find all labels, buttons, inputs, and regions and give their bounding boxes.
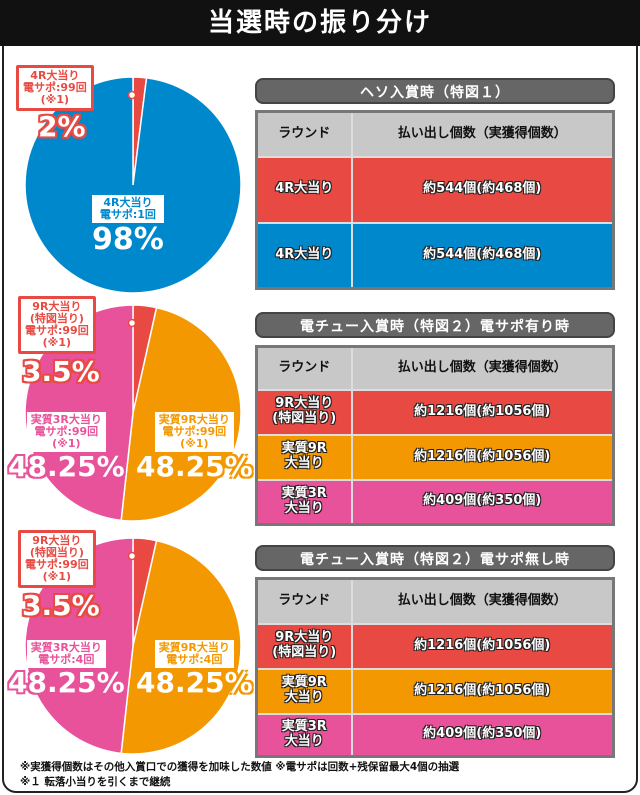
label-line: (※1) bbox=[42, 336, 72, 350]
table-heso: ラウンド 払い出し個数（実獲得個数） 4R大当り 約544個(約468個) 4R大当… bbox=[255, 110, 615, 290]
cell-payout: 約1216個(約1056個) bbox=[350, 622, 615, 670]
leader-dot bbox=[127, 90, 137, 100]
label-line: 電サポ:4回 bbox=[38, 653, 95, 667]
label-line: 電サポ:99回 bbox=[23, 81, 87, 95]
pie3-pink-label: 実質3R大当り 電サポ:4回 48.25% bbox=[8, 640, 125, 699]
label-line: (特図当り) bbox=[29, 546, 84, 560]
col-payout: 払い出し個数（実獲得個数） bbox=[350, 345, 615, 391]
label-line: 9R大当り bbox=[32, 534, 82, 547]
section-heading-heso: ヘソ入賞時（特図１） bbox=[255, 78, 615, 104]
table-row: 4R大当り 約544個(約468個) bbox=[255, 155, 615, 224]
leader-dot bbox=[127, 318, 137, 328]
label-line: 電サポ:99回 bbox=[34, 425, 99, 439]
table-row: 9R大当り (特図当り) 約1216個(約1056個) bbox=[255, 388, 615, 436]
col-payout: 払い出し個数（実獲得個数） bbox=[350, 110, 615, 158]
col-round: ラウンド bbox=[255, 345, 353, 391]
label-line: 電サポ:99回 bbox=[25, 558, 89, 572]
cell-round: 4R大当り bbox=[255, 155, 353, 224]
footnotes: ※実獲得個数はその他入賞口での獲得を加味した数値 ※電サポは回数+残保留最大4個… bbox=[20, 760, 459, 790]
pie3-pink-pct: 48.25% bbox=[8, 666, 125, 700]
cell-payout: 約409個(約350個) bbox=[350, 712, 615, 758]
label-line: 4R大当り bbox=[103, 196, 153, 209]
pie2-pink-pct: 48.25% bbox=[8, 450, 125, 484]
pie3-red-pct: 3.5% bbox=[22, 589, 100, 622]
pie3-orange-label: 実質9R大当り 電サポ:4回 48.25% bbox=[136, 640, 253, 699]
label-line: 電サポ:99回 bbox=[25, 324, 89, 338]
cell-payout: 約544個(約468個) bbox=[350, 221, 615, 290]
col-round: ラウンド bbox=[255, 577, 353, 625]
pie3-orange-pct: 48.25% bbox=[136, 666, 253, 700]
label-line: (※1) bbox=[40, 93, 70, 107]
cell-round: 実質9R 大当り bbox=[255, 433, 353, 481]
col-payout: 払い出し個数（実獲得個数） bbox=[350, 577, 615, 625]
table-row: 実質9R 大当り 約1216個(約1056個) bbox=[255, 433, 615, 481]
cell-payout: 約544個(約468個) bbox=[350, 155, 615, 224]
table-row: 実質9R 大当り 約1216個(約1056個) bbox=[255, 667, 615, 715]
cell-round: 4R大当り bbox=[255, 221, 353, 290]
label-line: 電サポ:99回 bbox=[162, 425, 227, 439]
pie-chart-heso bbox=[24, 76, 242, 294]
pie2-orange-label: 実質9R大当り 電サポ:99回 (※1) 48.25% bbox=[136, 412, 253, 483]
col-round: ラウンド bbox=[255, 110, 353, 158]
pie2-red-label: 9R大当り (特図当り) 電サポ:99回 (※1) bbox=[18, 296, 96, 355]
cell-payout: 約1216個(約1056個) bbox=[350, 667, 615, 715]
pie1-red-pct: 2% bbox=[38, 110, 86, 143]
label-line: (特図当り) bbox=[29, 312, 84, 326]
label-line: 電サポ:1回 bbox=[99, 208, 156, 222]
table-row: 実質3R 大当り 約409個(約350個) bbox=[255, 712, 615, 758]
footnote: ※１ 転落小当りを引くまで継続 bbox=[20, 776, 171, 788]
pie2-orange-pct: 48.25% bbox=[136, 450, 253, 484]
table-row: 4R大当り 約544個(約468個) bbox=[255, 221, 615, 290]
table-row: 9R大当り (特図当り) 約1216個(約1056個) bbox=[255, 622, 615, 670]
pie1-blue-pct: 98% bbox=[92, 222, 164, 258]
leader-dot bbox=[127, 551, 137, 561]
pie3-red-label: 9R大当り (特図当り) 電サポ:99回 (※1) bbox=[18, 530, 96, 589]
table-row: 実質3R 大当り 約409個(約350個) bbox=[255, 478, 615, 526]
cell-payout: 約409個(約350個) bbox=[350, 478, 615, 526]
page-title: 当選時の振り分け bbox=[0, 0, 640, 46]
pie-slice bbox=[24, 76, 242, 294]
section-heading-denchu-without: 電チュー入賞時（特図２）電サポ無し時 bbox=[255, 545, 615, 571]
table-denchu-without: ラウンド 払い出し個数（実獲得個数） 9R大当り (特図当り) 約1216個(約10… bbox=[255, 577, 615, 758]
label-line: (※1) bbox=[180, 437, 209, 451]
label-line: (※1) bbox=[42, 570, 72, 584]
section-heading-denchu-with: 電チュー入賞時（特図２）電サポ有り時 bbox=[255, 312, 615, 338]
label-line: (※1) bbox=[52, 437, 81, 451]
cell-round: 実質3R 大当り bbox=[255, 712, 353, 758]
footnote: ※実獲得個数はその他入賞口での獲得を加味した数値 ※電サポは回数+残保留最大4個… bbox=[20, 761, 460, 773]
cell-payout: 約1216個(約1056個) bbox=[350, 433, 615, 481]
pie2-red-pct: 3.5% bbox=[22, 355, 100, 388]
label-line: 実質3R大当り bbox=[30, 413, 102, 426]
cell-payout: 約1216個(約1056個) bbox=[350, 388, 615, 436]
cell-round: 9R大当り (特図当り) bbox=[255, 622, 353, 670]
label-line: 実質9R大当り bbox=[158, 413, 230, 426]
cell-round: 9R大当り (特図当り) bbox=[255, 388, 353, 436]
cell-round: 実質3R 大当り bbox=[255, 478, 353, 526]
label-line: 電サポ:4回 bbox=[166, 653, 223, 667]
label-line: 実質9R大当り bbox=[158, 641, 230, 654]
pie1-blue-label: 4R大当り 電サポ:1回 98% bbox=[92, 195, 164, 256]
label-line: 9R大当り bbox=[32, 300, 82, 313]
label-line: 実質3R大当り bbox=[30, 641, 102, 654]
cell-round: 実質9R 大当り bbox=[255, 667, 353, 715]
pie2-pink-label: 実質3R大当り 電サポ:99回 (※1) 48.25% bbox=[8, 412, 125, 483]
pie1-red-label: 4R大当り 電サポ:99回 (※1) bbox=[16, 65, 94, 112]
label-line: 4R大当り bbox=[30, 69, 80, 82]
table-denchu-with: ラウンド 払い出し個数（実獲得個数） 9R大当り (特図当り) 約1216個(約10… bbox=[255, 345, 615, 526]
